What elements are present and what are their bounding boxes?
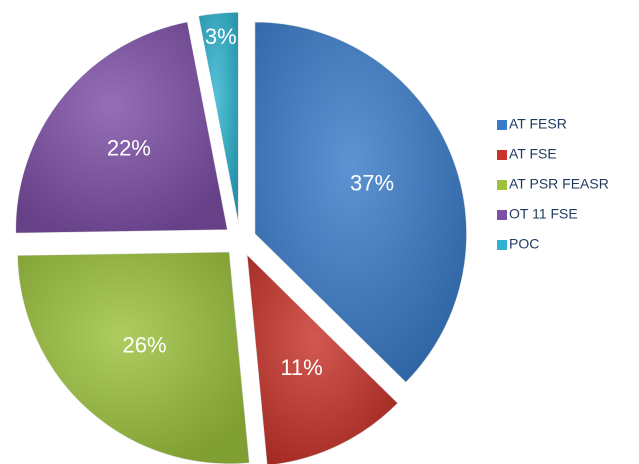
legend-label: AT FSE <box>509 146 557 162</box>
legend-swatch <box>497 210 507 220</box>
slice-label: 22% <box>107 136 151 161</box>
legend-swatch <box>497 120 507 130</box>
pie-slice <box>15 21 229 234</box>
slice-label: 3% <box>205 24 237 49</box>
pie-slice <box>16 251 251 464</box>
legend-label: AT PSR FEASR <box>509 176 609 192</box>
legend-label: AT FESR <box>509 116 567 132</box>
legend-label: OT 11 FSE <box>509 206 578 222</box>
legend-swatch <box>497 150 507 160</box>
legend-label: POC <box>509 236 539 252</box>
legend-swatch <box>497 240 507 250</box>
slice-label: 11% <box>280 355 322 380</box>
legend-swatch <box>497 180 507 190</box>
slice-label: 37% <box>350 170 394 195</box>
slice-label: 26% <box>122 333 166 358</box>
